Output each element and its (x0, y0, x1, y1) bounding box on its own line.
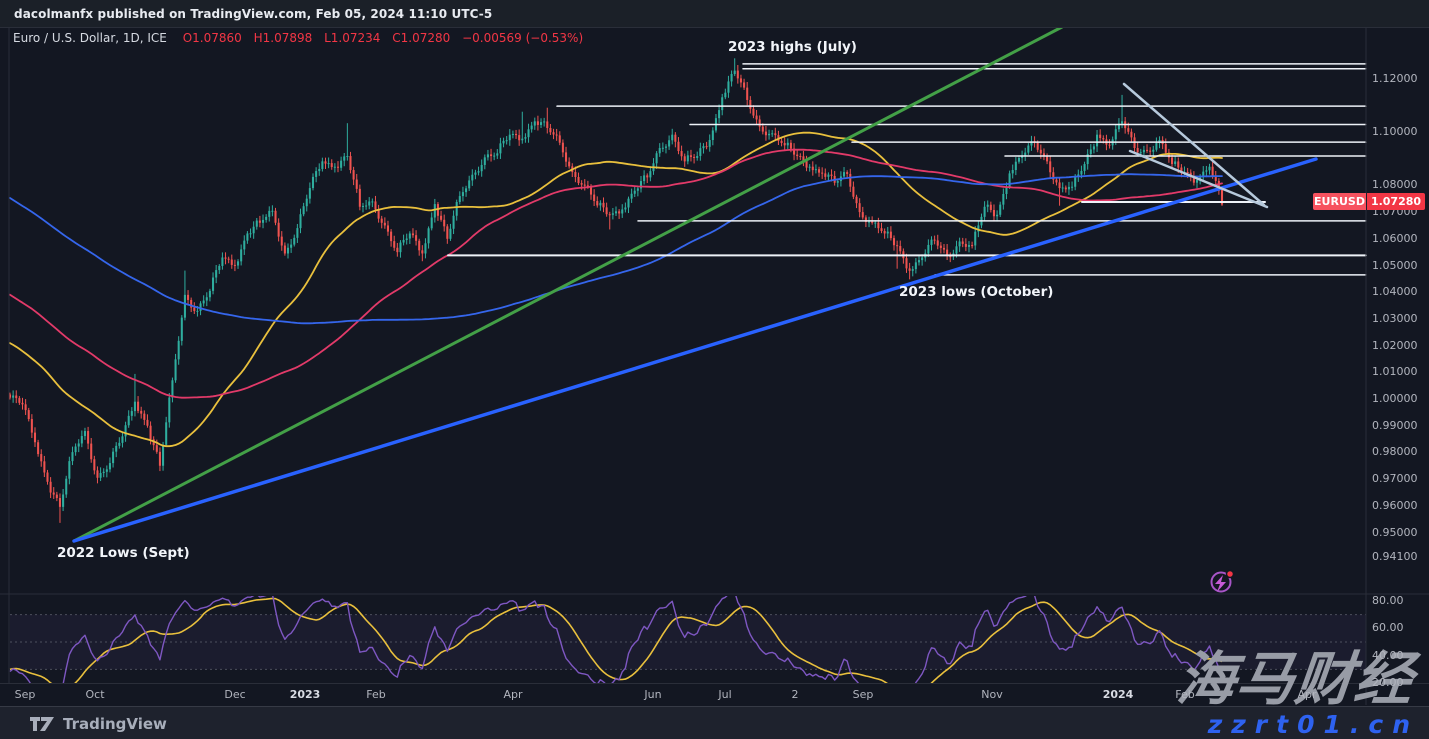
watermark-site-name: 海马财经 (1173, 645, 1418, 713)
annotation-2023-lows: 2023 lows (October) (899, 284, 1054, 300)
price-badge-value: 1.07280 (1367, 193, 1425, 210)
price-axis-label: 1.08000 (1372, 178, 1418, 192)
attribution-text: dacolmanfx published on TradingView.com,… (14, 6, 493, 21)
time-axis-label: Feb (366, 688, 386, 701)
price-axis-label: 0.99000 (1372, 418, 1418, 432)
time-axis-label: Oct (85, 688, 105, 701)
time-axis-label: Nov (981, 688, 1003, 701)
time-axis-label: Apr (1297, 688, 1317, 701)
lightning-icon[interactable] (1206, 567, 1238, 597)
time-axis-label: 2024 (1102, 688, 1134, 701)
legend-symbol-title: Euro / U.S. Dollar, 1D, ICE (13, 31, 167, 45)
time-axis-label: Jul (718, 688, 732, 701)
price-axis-label: 1.02000 (1372, 338, 1418, 352)
price-axis-label: 0.98000 (1372, 445, 1418, 459)
price-axis-label: 1.03000 (1372, 311, 1418, 325)
time-axis-label: 2023 (289, 688, 321, 701)
price-axis-label: 0.95000 (1372, 525, 1418, 539)
price-axis-label: 1.01000 (1372, 365, 1418, 379)
price-axis-label: 1.04000 (1372, 285, 1418, 299)
price-axis-label: 1.12000 (1372, 71, 1418, 85)
time-axis-label: Apr (503, 688, 523, 701)
price-axis-label: 1.00000 (1372, 392, 1418, 405)
price-axis-label: 0.94100 (1372, 549, 1418, 563)
price-axis-label: 1.10000 (1372, 125, 1418, 138)
price-axis-label: 0.96000 (1372, 498, 1418, 512)
price-axis-label: 1.06000 (1372, 231, 1418, 245)
price-badge-symbol: EURUSD (1313, 193, 1366, 210)
tradingview-logo-icon[interactable] (30, 715, 56, 733)
tradingview-brand-label[interactable]: TradingView (63, 714, 167, 733)
legend-close: C1.07280 (392, 31, 451, 45)
time-axis-label: Dec (224, 688, 246, 701)
rsi-axis-label: 80.00 (1372, 594, 1404, 607)
time-axis-label: Feb (1175, 688, 1195, 701)
legend-change: −0.00569 (−0.53%) (462, 31, 584, 45)
rsi-axis-label: 60.00 (1372, 621, 1404, 635)
rsi-axis-label: 40.00 (1372, 648, 1404, 662)
time-axis-label: Sep (14, 688, 36, 701)
legend-high: H1.07898 (253, 31, 313, 45)
brand-bar: TradingView zzrt01.cn (0, 706, 1429, 739)
annotation-2022-lows: 2022 Lows (Sept) (57, 545, 190, 561)
price-axis-label: 1.05000 (1372, 258, 1418, 272)
legend-low: L1.07234 (324, 31, 381, 45)
symbol-legend: Euro / U.S. Dollar, 1D, ICE O1.07860 H1.… (13, 31, 591, 45)
price-axis-label: 0.97000 (1372, 472, 1418, 486)
time-axis-label: 2 (791, 688, 799, 701)
rsi-axis-label: 20.00 (1372, 676, 1404, 689)
attribution-bar: dacolmanfx published on TradingView.com,… (0, 0, 1429, 28)
watermark-site-url: zzrt01.cn (1207, 710, 1419, 739)
legend-open: O1.07860 (182, 31, 242, 45)
time-axis-label: Sep (852, 688, 874, 701)
annotation-2023-highs: 2023 highs (July) (728, 39, 857, 55)
time-axis-label: Jun (644, 688, 662, 701)
